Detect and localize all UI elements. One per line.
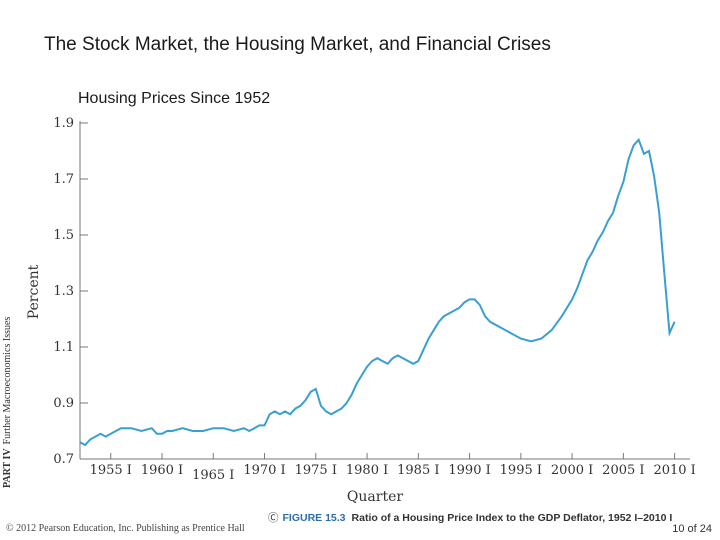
copyright: © 2012 Pearson Education, Inc. Publishin… [6, 523, 245, 534]
figure-icon: Ⓒ [268, 512, 279, 524]
x-tick-label: 1970 I [243, 463, 285, 478]
x-tick-label: 2005 I [602, 463, 644, 478]
series-line-housing-price-ratio [79, 137, 676, 447]
x-tick-label: 1960 I [141, 463, 183, 478]
x-ticks: 1955 I 1960 I 1965 I 1970 I 1975 I 1980 I 1985… [90, 453, 696, 483]
y-tick-label: 1.5 [53, 228, 74, 243]
y-tick-label: 1.9 [53, 116, 74, 131]
y-axis-label: Percent [26, 264, 42, 319]
chart-subtitle: Housing Prices Since 1952 [78, 90, 271, 107]
x-tick-label: 1965 I [192, 468, 234, 483]
x-tick-label: 2010 I [653, 463, 695, 478]
y-tick-label: 0.7 [53, 452, 74, 467]
x-tick-label: 2000 I [551, 463, 593, 478]
x-axis-label: Quarter [347, 489, 403, 505]
x-tick-label: 1995 I [500, 463, 542, 478]
x-tick-label: 1985 I [397, 463, 439, 478]
chart-axes [79, 121, 690, 460]
figure-caption: Ⓒ FIGURE 15.3 Ratio of a Housing Price Ind… [268, 510, 672, 525]
x-tick-label: 1990 I [448, 463, 490, 478]
x-tick-label: 1980 I [346, 463, 388, 478]
y-tick-label: 1.1 [53, 340, 74, 355]
figure-caption-text: Ratio of a Housing Price Index to the GD… [351, 512, 673, 524]
page-number: 10 of 24 [672, 523, 712, 535]
x-tick-label: 1975 I [295, 463, 337, 478]
y-ticks: 0.7 0.9 1.1 1.3 1.5 1.7 1.9 [53, 116, 88, 467]
y-tick-label: 0.9 [53, 396, 74, 411]
y-tick-label: 1.3 [53, 284, 74, 299]
y-tick-label: 1.7 [53, 172, 74, 187]
slide-title: The Stock Market, the Housing Market, an… [44, 34, 551, 55]
x-tick-label: 1955 I [90, 463, 132, 478]
figure-number: FIGURE 15.3 [282, 512, 346, 524]
